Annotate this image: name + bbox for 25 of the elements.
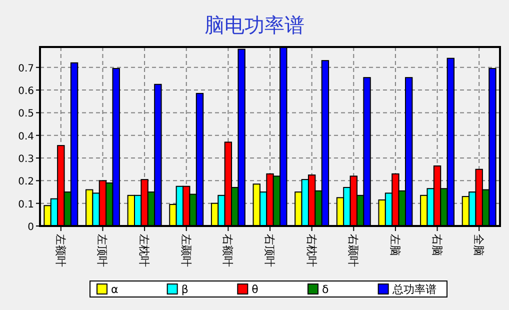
legend-label: β — [181, 283, 188, 296]
x-tick-label: 右枕叶 — [304, 234, 318, 267]
y-tick-label: 0 — [28, 222, 34, 233]
y-tick-label: 0.3 — [18, 154, 34, 166]
x-tick-label: 右颞叶 — [346, 234, 360, 267]
y-tick-label: 0.7 — [18, 63, 34, 74]
x-tick-label: 左枕叶 — [138, 234, 151, 267]
x-tick-label: 左额叶 — [54, 234, 67, 267]
chart-title: 脑电功率谱 — [204, 13, 304, 37]
legend-label: 总功率谱 — [391, 283, 436, 296]
x-tick-label: 右脑 — [430, 234, 444, 256]
x-tick-label: 右顶叶 — [263, 234, 276, 267]
x-tick-label: 全脑 — [472, 234, 486, 256]
legend-label: θ — [252, 283, 259, 296]
x-tick-label: 右额叶 — [221, 234, 234, 267]
y-tick-label: 0.2 — [18, 176, 34, 188]
x-tick-label: 左颞叶 — [179, 234, 192, 267]
x-tick-label: 左脑 — [388, 234, 402, 256]
y-tick-label: 0.1 — [18, 199, 34, 210]
legend-label: δ — [322, 283, 329, 296]
y-tick-label: 0.4 — [18, 131, 34, 142]
y-tick-label: 0.6 — [18, 86, 34, 98]
y-tick-label: 0.5 — [18, 108, 34, 120]
legend-label: α — [111, 283, 118, 296]
x-tick-label: 左顶叶 — [96, 234, 109, 267]
